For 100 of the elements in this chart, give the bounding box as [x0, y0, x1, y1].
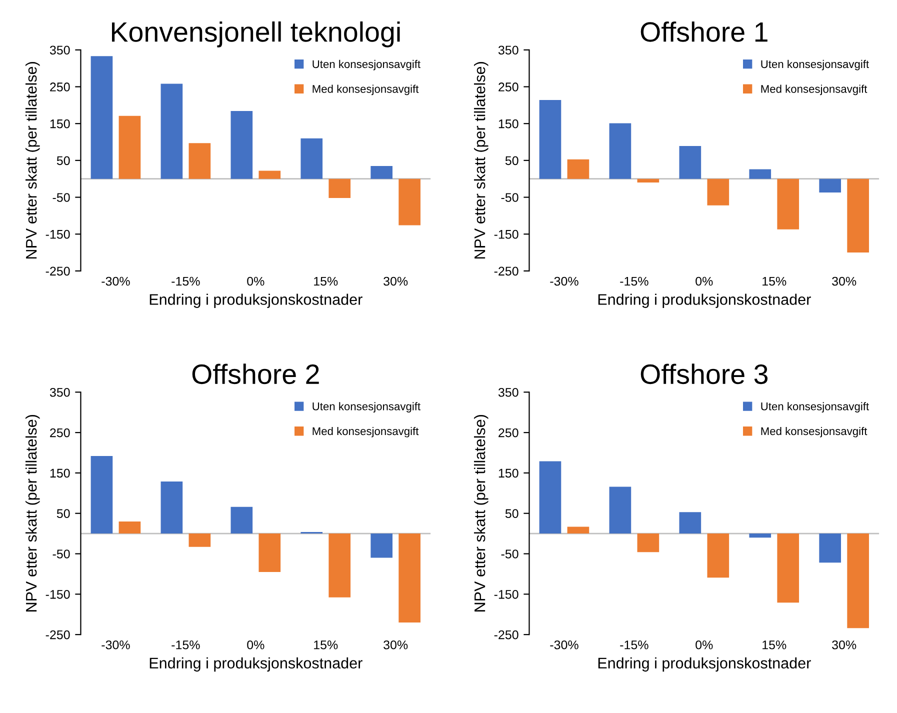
bar — [819, 178, 841, 192]
bar — [567, 159, 590, 179]
bar — [819, 534, 841, 563]
x-tick-label: -15% — [620, 276, 648, 286]
legend-label: Uten konsesjonsavgift — [761, 60, 869, 70]
x-tick-label: 15% — [762, 276, 786, 286]
legend-label: Uten konsesjonsavgift — [312, 60, 420, 70]
x-tick-label: 15% — [762, 640, 786, 650]
chart-title: Offshore 1 — [640, 21, 768, 42]
x-tick-label: -30% — [102, 276, 130, 286]
bar — [539, 461, 562, 534]
bar — [230, 506, 253, 534]
y-tick-label: -50 — [501, 193, 518, 202]
bar — [847, 534, 869, 628]
legend-label: Med konsesjonsavgift — [761, 84, 868, 96]
bar — [230, 111, 253, 179]
y-tick-label: 150 — [498, 468, 518, 478]
chart-title: Offshore 3 — [640, 364, 768, 384]
y-tick-label: 150 — [498, 119, 518, 128]
x-tick-label: 30% — [384, 640, 408, 650]
legend-label: Med konsesjonsavgift — [761, 426, 868, 438]
bar — [90, 56, 113, 179]
bar — [328, 534, 351, 598]
legend-label: Uten konsesjonsavgift — [312, 402, 420, 413]
y-tick-label: 50 — [505, 509, 518, 518]
y-tick-label: 350 — [50, 46, 70, 55]
y-tick-label: -150 — [494, 590, 518, 599]
bar — [609, 123, 632, 179]
y-tick-label: -50 — [501, 550, 518, 558]
bar — [188, 143, 211, 179]
y-tick-label: -250 — [494, 630, 518, 640]
bar — [90, 456, 113, 534]
x-tick-label: -30% — [550, 276, 578, 286]
x-tick-label: -30% — [550, 640, 578, 650]
y-tick-label: -250 — [46, 630, 70, 640]
y-tick-label: -250 — [494, 266, 518, 276]
bar — [567, 526, 590, 534]
bar — [160, 481, 183, 534]
y-tick-label: 350 — [50, 388, 70, 397]
x-axis-title: Endring i produksjonskostnader — [150, 294, 362, 308]
bar — [300, 138, 323, 179]
y-tick-label: 250 — [498, 428, 518, 438]
y-tick-label: 50 — [56, 156, 70, 166]
y-axis-title: NPV etter skatt (per tillatelse) — [474, 62, 488, 259]
y-tick-label: 250 — [50, 82, 70, 92]
x-tick-label: -15% — [172, 640, 200, 650]
y-tick-label: 250 — [498, 82, 518, 92]
bar — [609, 486, 632, 534]
bar — [749, 534, 772, 538]
y-tick-label: 150 — [50, 119, 70, 128]
bar — [370, 534, 392, 558]
bar — [118, 116, 141, 179]
bar — [777, 534, 800, 603]
y-tick-label: -50 — [52, 550, 70, 558]
legend-label: Uten konsesjonsavgift — [761, 402, 869, 413]
y-tick-label: 350 — [498, 388, 518, 397]
bar — [398, 178, 420, 226]
y-tick-label: -250 — [46, 266, 70, 276]
x-tick-label: 0% — [247, 640, 264, 650]
y-tick-label: -150 — [46, 590, 70, 599]
bar — [637, 534, 660, 552]
x-tick-label: 15% — [314, 276, 338, 286]
y-tick-label: 50 — [56, 509, 70, 518]
bar — [707, 178, 730, 206]
x-tick-label: 0% — [247, 276, 264, 286]
bar — [258, 534, 281, 572]
legend-label: Med konsesjonsavgift — [312, 84, 419, 96]
y-tick-label: 350 — [498, 46, 518, 55]
y-tick-label: -50 — [52, 193, 70, 202]
bar — [258, 170, 281, 179]
bar — [328, 178, 351, 198]
x-tick-label: 0% — [696, 276, 713, 286]
y-tick-label: -150 — [494, 230, 518, 239]
x-axis-title: Endring i produksjonskostnader — [598, 294, 811, 308]
chart-title: Konvensjonell teknologi — [112, 21, 400, 48]
x-tick-label: 30% — [832, 276, 856, 286]
x-tick-label: 30% — [384, 276, 408, 286]
bar — [847, 178, 869, 253]
bar — [637, 178, 660, 183]
x-tick-label: 0% — [696, 640, 713, 650]
x-tick-label: -15% — [620, 640, 648, 650]
y-axis-title: NPV etter skatt (per tillatelse) — [26, 62, 40, 259]
bar — [679, 512, 702, 534]
bar — [398, 534, 420, 622]
y-tick-label: 50 — [505, 156, 518, 166]
bar — [118, 521, 141, 534]
bar — [707, 534, 730, 578]
y-axis-title: NPV etter skatt (per tillatelse) — [26, 414, 40, 612]
bar — [539, 100, 562, 179]
y-tick-label: -150 — [46, 230, 70, 239]
x-tick-label: 15% — [314, 640, 338, 650]
y-axis-title: NPV etter skatt (per tillatelse) — [474, 414, 488, 612]
x-axis-title: Endring i produksjonskostnader — [150, 657, 362, 672]
bar — [749, 169, 772, 179]
bar — [160, 84, 183, 179]
legend-label: Med konsesjonsavgift — [312, 426, 419, 438]
x-axis-title: Endring i produksjonskostnader — [598, 657, 811, 672]
bar — [370, 166, 392, 179]
y-tick-label: 250 — [50, 428, 70, 438]
bar — [679, 146, 702, 179]
